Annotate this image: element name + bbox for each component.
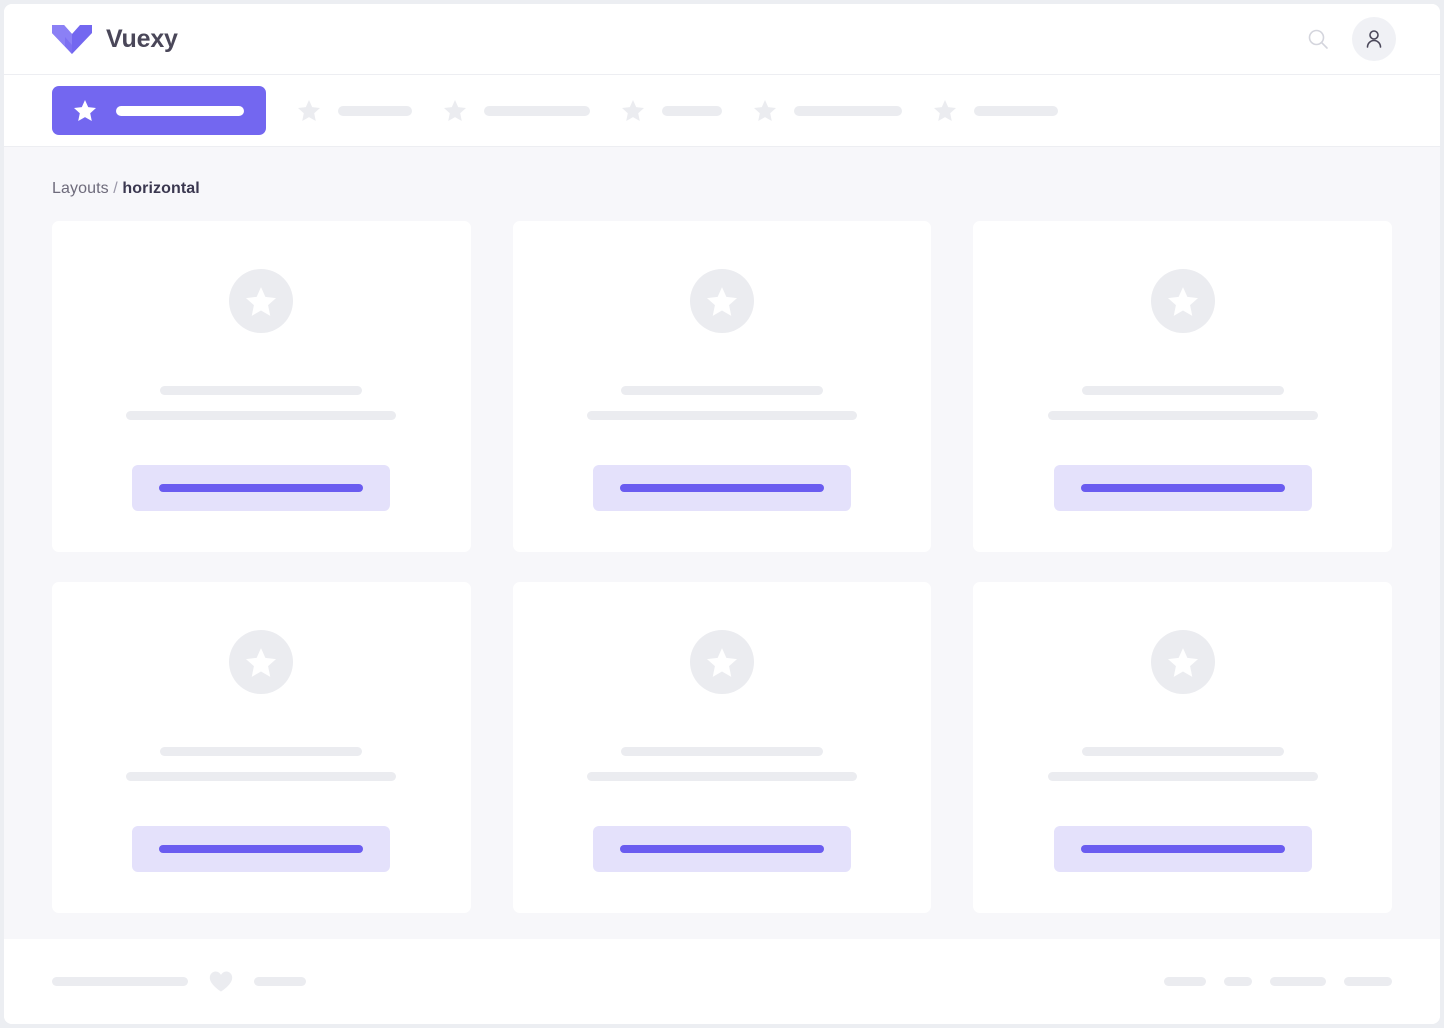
card-4[interactable] (512, 582, 932, 913)
footer-link-placeholder[interactable] (1164, 977, 1206, 986)
card-action-button[interactable] (592, 826, 851, 872)
nav-item-label-placeholder (794, 105, 902, 116)
card-button-label-placeholder (619, 484, 824, 492)
card-button-label-placeholder (1080, 484, 1285, 492)
nav-item-5[interactable] (934, 100, 1058, 121)
star-icon (706, 647, 737, 677)
card-subtitle-placeholder (1047, 772, 1318, 781)
app-window: Vuexy (4, 4, 1440, 1024)
footer-link-placeholder[interactable] (1224, 977, 1252, 986)
breadcrumb-parent[interactable]: Layouts (52, 180, 109, 197)
star-icon (246, 647, 277, 677)
card-0[interactable] (52, 221, 471, 552)
card-action-button[interactable] (132, 826, 391, 872)
nav-item-2[interactable] (444, 100, 590, 121)
card-button-label-placeholder (159, 484, 364, 492)
card-avatar (229, 269, 294, 333)
app-footer (4, 939, 1440, 1024)
footer-text-placeholder (52, 977, 188, 986)
card-avatar (1150, 269, 1215, 333)
search-icon[interactable] (1302, 23, 1334, 55)
main-content: Layouts / horizontal (4, 147, 1440, 939)
brand-name: Vuexy (106, 24, 178, 53)
nav-item-label-placeholder (116, 105, 244, 116)
nav-item-label-placeholder (662, 105, 722, 116)
nav-item-label-placeholder (338, 105, 412, 116)
star-icon (754, 100, 776, 121)
avatar[interactable] (1352, 17, 1396, 61)
star-icon (298, 100, 320, 121)
card-avatar (689, 269, 754, 333)
user-person-icon (1366, 30, 1382, 48)
app-header: Vuexy (4, 4, 1440, 75)
card-action-button[interactable] (132, 465, 391, 511)
card-3[interactable] (52, 582, 471, 913)
star-icon (1167, 647, 1198, 677)
star-icon (622, 100, 644, 121)
nav-item-1[interactable] (298, 100, 412, 121)
nav-item-label-placeholder (974, 105, 1058, 116)
nav-item-0[interactable] (52, 86, 266, 135)
card-button-label-placeholder (1080, 845, 1285, 853)
footer-right-group (1164, 977, 1392, 986)
nav-item-4[interactable] (754, 100, 902, 121)
vuexy-v-heart-logo-icon (52, 23, 92, 55)
footer-link-placeholder[interactable] (1270, 977, 1326, 986)
star-icon (444, 100, 466, 121)
footer-left-group (52, 971, 306, 992)
nav-item-3[interactable] (622, 100, 722, 121)
card-title-placeholder (620, 386, 823, 395)
card-action-button[interactable] (592, 465, 851, 511)
card-grid (52, 221, 1392, 913)
card-title-placeholder (160, 386, 363, 395)
card-avatar (229, 630, 294, 694)
card-button-label-placeholder (159, 845, 364, 853)
card-title-placeholder (1081, 747, 1284, 756)
breadcrumb-current: horizontal (122, 180, 200, 197)
star-icon (706, 286, 737, 316)
heart-icon (209, 971, 233, 992)
nav-item-label-placeholder (484, 105, 590, 116)
card-subtitle-placeholder (126, 772, 397, 781)
footer-link-placeholder[interactable] (254, 977, 306, 986)
card-title-placeholder (620, 747, 823, 756)
brand[interactable]: Vuexy (52, 23, 178, 55)
card-title-placeholder (1081, 386, 1284, 395)
star-icon (246, 286, 277, 316)
card-button-label-placeholder (619, 845, 824, 853)
card-subtitle-placeholder (586, 411, 857, 420)
card-subtitle-placeholder (126, 411, 397, 420)
card-title-placeholder (160, 747, 363, 756)
card-avatar (689, 630, 754, 694)
footer-link-placeholder[interactable] (1344, 977, 1392, 986)
star-icon (1167, 286, 1198, 316)
card-2[interactable] (973, 221, 1392, 552)
card-action-button[interactable] (1053, 826, 1312, 872)
header-actions (1302, 17, 1396, 61)
star-icon (74, 100, 96, 121)
breadcrumb: Layouts / horizontal (52, 180, 1392, 198)
card-subtitle-placeholder (1047, 411, 1318, 420)
star-icon (934, 100, 956, 121)
breadcrumb-separator: / (113, 180, 118, 197)
card-5[interactable] (973, 582, 1392, 913)
card-avatar (1150, 630, 1215, 694)
card-1[interactable] (512, 221, 932, 552)
card-action-button[interactable] (1053, 465, 1312, 511)
horizontal-navbar (4, 75, 1440, 147)
card-subtitle-placeholder (586, 772, 857, 781)
